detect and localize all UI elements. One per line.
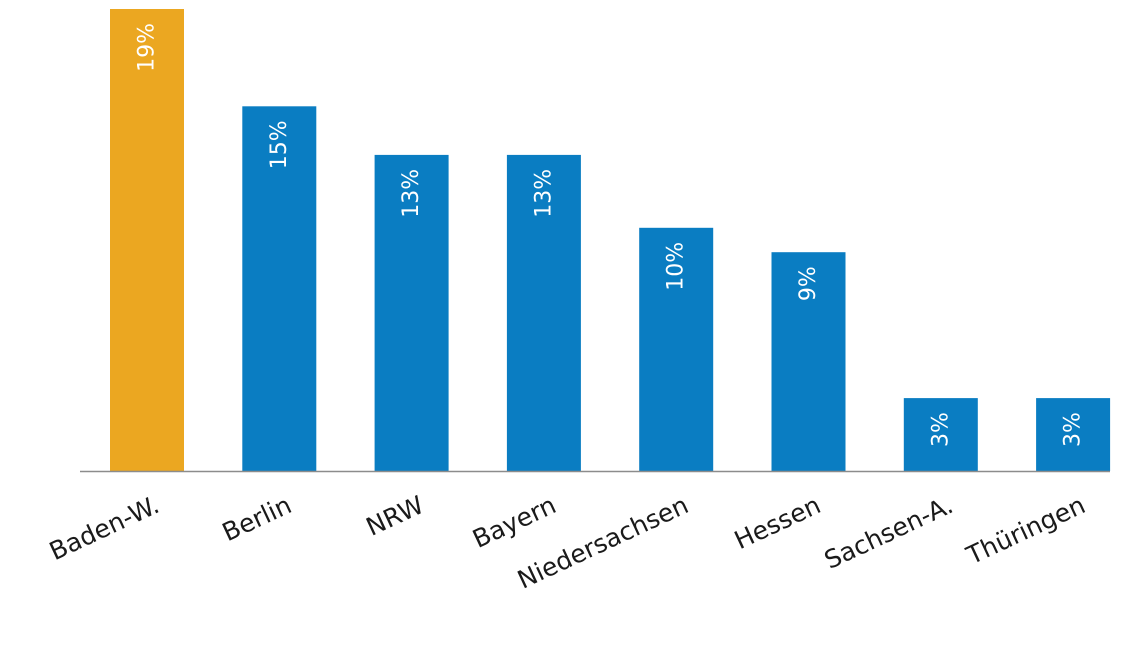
bar-value-label: 15% (267, 120, 292, 169)
category-label: Thüringen (961, 490, 1089, 570)
bar-value-label: 3% (928, 412, 953, 447)
category-label: Sachsen-A. (820, 490, 957, 575)
bar-8 (1036, 398, 1111, 471)
bar-3 (374, 154, 449, 471)
category-label: NRW (362, 490, 428, 542)
bar-6 (771, 252, 846, 471)
category-label: Baden-W. (45, 490, 164, 566)
bar-value-label: 9% (796, 266, 821, 301)
bar-1 (110, 9, 184, 471)
bar-value-label: 10% (664, 242, 689, 291)
category-label: Bayern (468, 490, 560, 554)
bar-2 (242, 106, 317, 472)
bar-value-label: 19% (135, 23, 160, 72)
bar-value-label: 13% (399, 169, 424, 218)
bar-value-label: 13% (531, 169, 556, 218)
bar-7 (903, 398, 978, 471)
bar-4 (506, 154, 581, 471)
bar-value-label: 3% (1061, 412, 1086, 447)
bars-group: 19% 15% 13% 13% 10% 9% 3% 3% (110, 9, 1111, 472)
category-label: Berlin (218, 490, 296, 547)
category-label: Hessen (730, 490, 825, 555)
bar-5 (639, 227, 714, 471)
